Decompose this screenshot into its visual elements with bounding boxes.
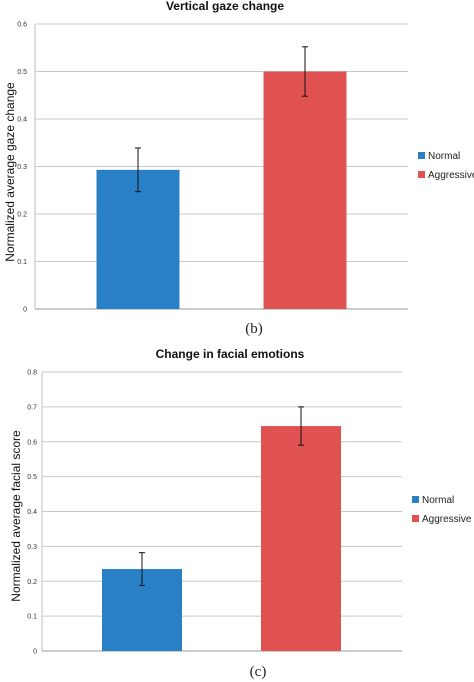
legend-label-normal: Normal bbox=[422, 495, 454, 506]
y-tick-label: 0.4 bbox=[27, 509, 37, 516]
legend-swatch-normal bbox=[418, 152, 425, 159]
error-bars bbox=[139, 406, 304, 586]
legend: Normal Aggressive bbox=[418, 151, 474, 181]
figure-caption: (b) bbox=[245, 321, 263, 337]
y-tick-label: 0 bbox=[23, 307, 27, 314]
y-axis-ticks: 0 0.1 0.2 0.3 0.4 0.5 0.6 bbox=[17, 22, 27, 314]
y-tick-label: 0.3 bbox=[27, 544, 37, 551]
legend-swatch-aggressive bbox=[412, 515, 419, 522]
y-tick-label: 0.2 bbox=[27, 579, 37, 586]
y-tick-label: 0.1 bbox=[27, 614, 37, 621]
legend-label-aggressive: Aggressive bbox=[428, 170, 474, 181]
error-bars bbox=[135, 46, 308, 193]
bars bbox=[102, 426, 341, 651]
chart-title: Change in facial emotions bbox=[156, 347, 305, 361]
y-tick-label: 0.1 bbox=[17, 259, 27, 266]
y-tick-label: 0.6 bbox=[27, 439, 37, 446]
figure-caption: (c) bbox=[250, 664, 267, 680]
y-tick-label: 0.8 bbox=[27, 370, 37, 377]
chart-change-in-facial-emotions: Change in facial emotions Normalized ave… bbox=[9, 347, 472, 680]
y-axis-label: Normalized average facial score bbox=[9, 430, 23, 602]
y-axis-ticks: 0 0.1 0.2 0.3 0.4 0.5 0.6 0.7 0.8 bbox=[27, 370, 37, 656]
y-tick-label: 0 bbox=[33, 649, 37, 656]
y-tick-label: 0.6 bbox=[17, 22, 27, 29]
bar-aggressive bbox=[263, 71, 347, 309]
gridlines bbox=[41, 371, 402, 652]
legend-label-normal: Normal bbox=[428, 151, 460, 162]
legend-swatch-normal bbox=[412, 496, 419, 503]
bar-aggressive bbox=[261, 426, 341, 651]
y-tick-label: 0.5 bbox=[17, 69, 27, 76]
bar-normal bbox=[96, 169, 180, 309]
legend-label-aggressive: Aggressive bbox=[422, 514, 472, 525]
gridlines bbox=[34, 23, 408, 310]
y-tick-label: 0.7 bbox=[27, 404, 37, 411]
y-tick-label: 0.2 bbox=[17, 212, 27, 219]
y-tick-label: 0.4 bbox=[17, 117, 27, 124]
y-tick-label: 0.5 bbox=[27, 474, 37, 481]
chart-title: Vertical gaze change bbox=[166, 0, 284, 13]
chart-vertical-gaze-change: Vertical gaze change Normalized average … bbox=[3, 0, 474, 337]
bars bbox=[96, 71, 347, 309]
legend: Normal Aggressive bbox=[412, 495, 472, 525]
y-tick-label: 0.3 bbox=[17, 164, 27, 171]
y-axis-label: Normalized average gaze change bbox=[3, 82, 17, 262]
legend-swatch-aggressive bbox=[418, 171, 425, 178]
